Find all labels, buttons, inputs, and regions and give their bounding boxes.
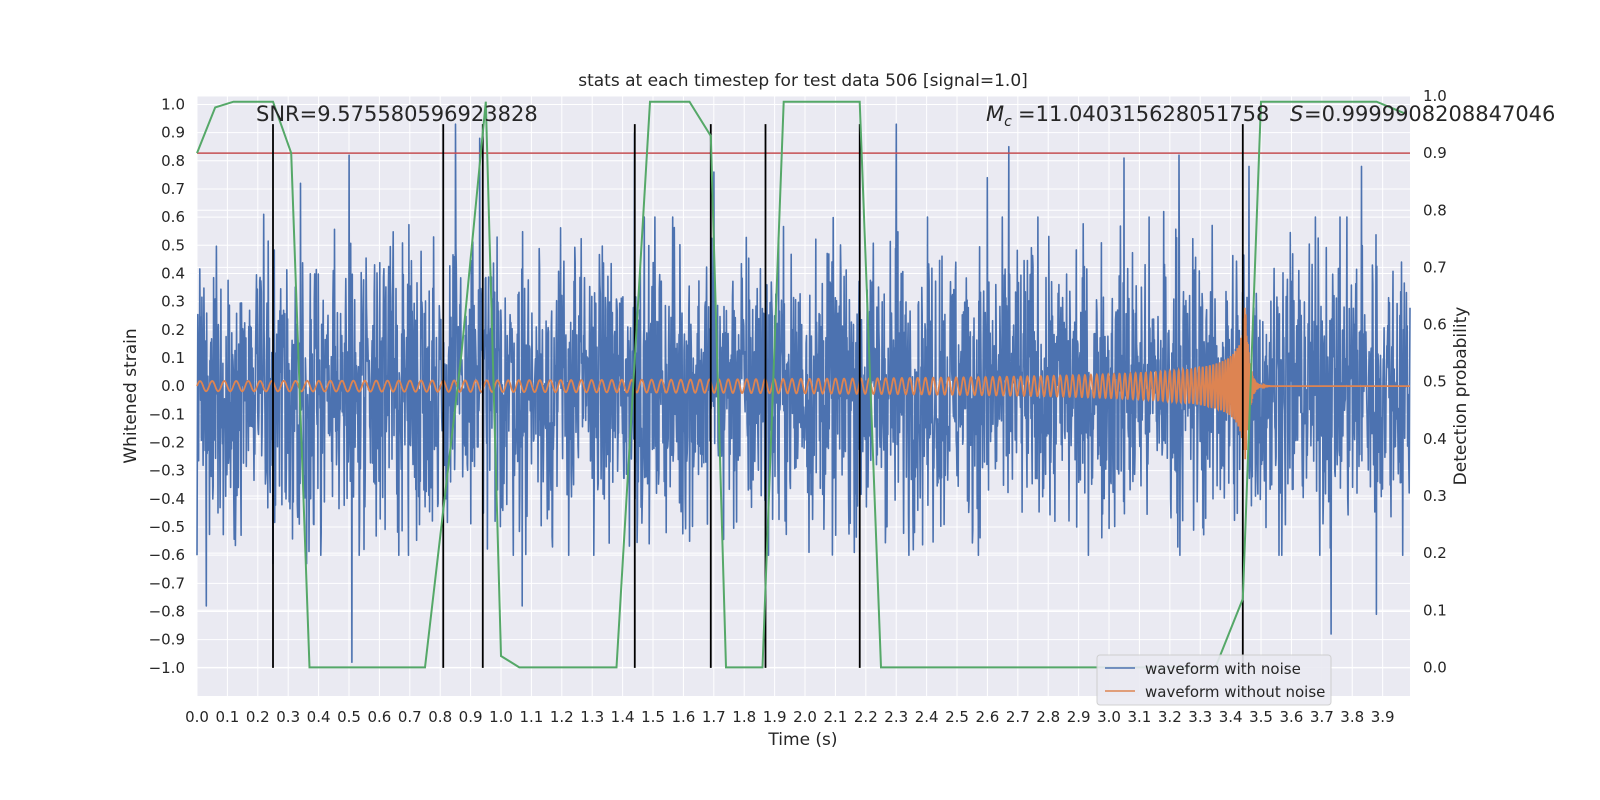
x-tick-label: 0.8 bbox=[428, 708, 452, 726]
y-tick-label: −0.7 bbox=[149, 574, 185, 592]
x-tick-label: 0.2 bbox=[246, 708, 270, 726]
x-tick-label: 3.3 bbox=[1188, 708, 1212, 726]
legend: waveform with noise waveform without noi… bbox=[1096, 654, 1332, 706]
y-tick-label: −0.9 bbox=[149, 631, 185, 649]
x-tick-label: 1.0 bbox=[489, 708, 513, 726]
x-tick-label: 3.2 bbox=[1158, 708, 1182, 726]
y-tick-label: 0.6 bbox=[161, 208, 185, 226]
x-tick-label: 1.1 bbox=[519, 708, 543, 726]
x-tick-label: 3.0 bbox=[1097, 708, 1121, 726]
chart-title: stats at each timestep for test data 506… bbox=[578, 71, 1028, 91]
x-tick-label: 3.7 bbox=[1310, 708, 1334, 726]
y-tick-label: −0.1 bbox=[149, 405, 185, 423]
x-tick-label: 0.6 bbox=[367, 708, 391, 726]
x-tick-label: 2.6 bbox=[975, 708, 999, 726]
x-tick-label: 3.8 bbox=[1340, 708, 1364, 726]
legend-label-with-noise: waveform with noise bbox=[1145, 660, 1301, 678]
x-tick-label: 1.2 bbox=[550, 708, 574, 726]
y2-tick-label: 1.0 bbox=[1423, 87, 1447, 105]
y-tick-label: −0.8 bbox=[149, 602, 185, 620]
x-tick-label: 3.5 bbox=[1249, 708, 1273, 726]
x-tick-label: 0.3 bbox=[276, 708, 300, 726]
legend-box bbox=[1096, 654, 1332, 706]
y2-axis-label: Detection probability bbox=[1451, 307, 1471, 486]
y-tick-label: 0.3 bbox=[161, 293, 185, 311]
s-value: =0.9999908208847046 bbox=[1304, 102, 1555, 126]
x-axis-ticks: 0.0 0.1 0.2 0.3 0.4 0.5 0.6 0.7 0.8 0.9 1.0 1.1 1.2 1… bbox=[185, 708, 1394, 726]
x-tick-label: 2.5 bbox=[945, 708, 969, 726]
y-tick-label: 0.8 bbox=[161, 152, 185, 170]
x-tick-label: 1.5 bbox=[641, 708, 665, 726]
x-tick-label: 3.9 bbox=[1371, 708, 1395, 726]
y-tick-label: −0.4 bbox=[149, 490, 185, 508]
y-tick-label: 1.0 bbox=[161, 95, 185, 113]
s-annotation: S =0.9999908208847046 bbox=[1290, 102, 1555, 126]
snr-annotation: SNR=9.575580596923828 bbox=[256, 102, 538, 126]
x-tick-label: 2.9 bbox=[1067, 708, 1091, 726]
y2-tick-label: 0.1 bbox=[1423, 601, 1447, 619]
chirp-line bbox=[196, 307, 1410, 460]
x-tick-label: 3.4 bbox=[1219, 708, 1243, 726]
mc-annotation: Mc =11.040315628051758 bbox=[986, 102, 1269, 130]
y-tick-label: 0.4 bbox=[161, 264, 185, 282]
y-axis-ticks: 1.0 0.9 0.8 0.7 0.6 0.5 0.4 0.3 0.2 0.1 0.0 −0.1 −0.… bbox=[149, 95, 185, 676]
x-tick-label: 1.6 bbox=[671, 708, 695, 726]
y2-tick-label: 0.4 bbox=[1423, 430, 1447, 448]
y-tick-label: −1.0 bbox=[149, 659, 185, 677]
x-tick-label: 3.1 bbox=[1128, 708, 1152, 726]
x-tick-label: 2.0 bbox=[793, 708, 817, 726]
series-waveform-with-noise bbox=[196, 123, 1411, 663]
y2-tick-label: 0.8 bbox=[1423, 201, 1447, 219]
x-tick-label: 2.4 bbox=[915, 708, 939, 726]
series-detection-probability bbox=[196, 100, 1405, 669]
y2-tick-label: 0.6 bbox=[1423, 316, 1447, 334]
x-tick-label: 0.5 bbox=[337, 708, 361, 726]
x-tick-label: 1.9 bbox=[763, 708, 787, 726]
x-tick-label: 0.1 bbox=[215, 708, 239, 726]
probability-line bbox=[196, 100, 1405, 669]
y2-tick-label: 0.5 bbox=[1423, 373, 1447, 391]
x-tick-label: 1.3 bbox=[580, 708, 604, 726]
y-tick-label: 0.5 bbox=[161, 236, 185, 254]
mc-value: =11.040315628051758 bbox=[1018, 102, 1269, 126]
x-tick-label: 2.3 bbox=[884, 708, 908, 726]
y2-tick-label: 0.3 bbox=[1423, 487, 1447, 505]
y-tick-label: 0.0 bbox=[161, 377, 185, 395]
x-tick-label: 0.9 bbox=[459, 708, 483, 726]
x-tick-label: 2.1 bbox=[823, 708, 847, 726]
y-tick-label: 0.1 bbox=[161, 349, 185, 367]
y-tick-label: −0.5 bbox=[149, 518, 185, 536]
series-waveform-without-noise bbox=[196, 307, 1410, 460]
s-symbol: S bbox=[1290, 102, 1303, 126]
x-tick-label: 0.7 bbox=[398, 708, 422, 726]
y2-tick-label: 0.9 bbox=[1423, 144, 1447, 162]
y-tick-label: −0.2 bbox=[149, 433, 185, 451]
y-tick-label: −0.6 bbox=[149, 546, 185, 564]
y-axis-label: Whitened strain bbox=[121, 328, 141, 463]
x-tick-label: 2.7 bbox=[1006, 708, 1030, 726]
x-tick-label: 3.6 bbox=[1280, 708, 1304, 726]
y-tick-label: 0.2 bbox=[161, 321, 185, 339]
x-tick-label: 2.2 bbox=[854, 708, 878, 726]
y2-tick-label: 0.2 bbox=[1423, 544, 1447, 562]
x-tick-label: 2.8 bbox=[1036, 708, 1060, 726]
legend-label-without-noise: waveform without noise bbox=[1145, 683, 1325, 701]
y-tick-label: 0.7 bbox=[161, 180, 185, 198]
x-axis-label: Time (s) bbox=[767, 730, 837, 750]
x-tick-label: 1.7 bbox=[702, 708, 726, 726]
y2-tick-label: 0.7 bbox=[1423, 258, 1447, 276]
noise-line bbox=[196, 123, 1411, 663]
x-tick-label: 1.4 bbox=[611, 708, 635, 726]
y-tick-label: −0.3 bbox=[149, 462, 185, 480]
x-tick-label: 0.4 bbox=[307, 708, 331, 726]
y-tick-label: 0.9 bbox=[161, 124, 185, 142]
x-tick-label: 1.8 bbox=[732, 708, 756, 726]
y2-axis-ticks: 0.0 0.1 0.2 0.3 0.4 0.5 0.6 0.7 0.8 0.9 1.0 bbox=[1423, 87, 1447, 676]
x-tick-label: 0.0 bbox=[185, 708, 209, 726]
y2-tick-label: 0.0 bbox=[1423, 658, 1447, 676]
